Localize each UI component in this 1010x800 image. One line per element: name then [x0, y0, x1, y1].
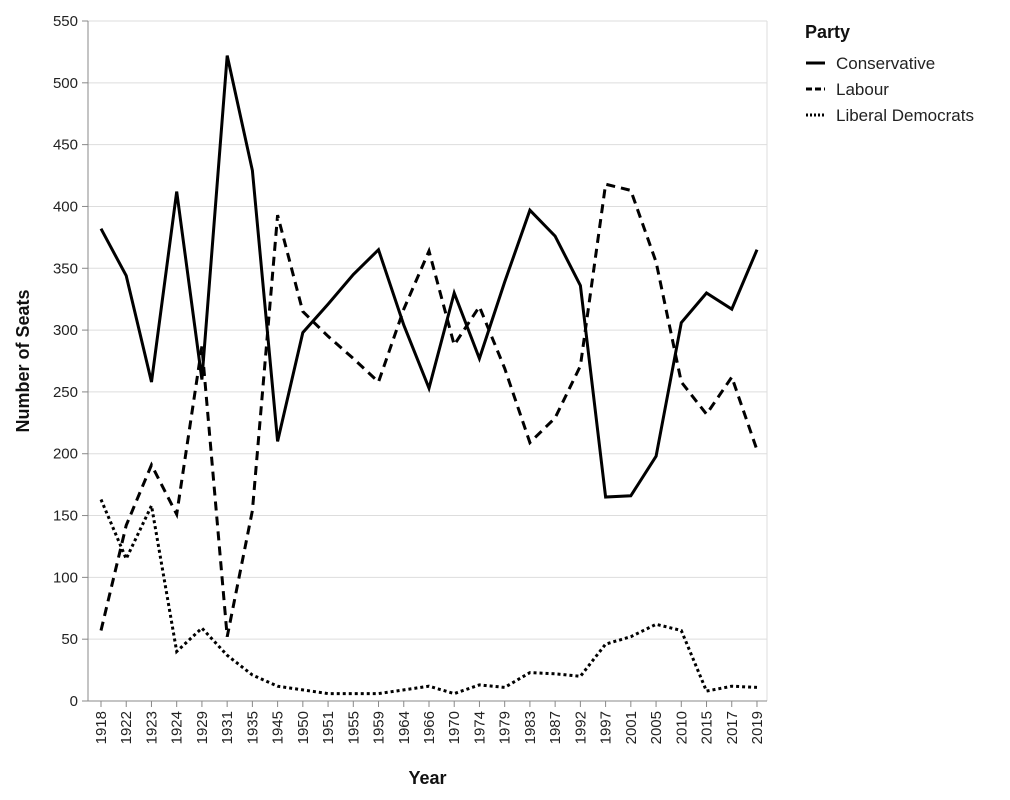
y-axis-ticks: 0 50 100 150 200 250 300 350 400 450 500 550: [53, 13, 88, 710]
x-tick-label: 2015: [699, 711, 716, 744]
y-tick-label: 100: [53, 569, 78, 586]
y-tick-label: 0: [70, 693, 78, 710]
axes: [87, 21, 767, 702]
x-tick-label: 1931: [219, 711, 236, 744]
legend: Party Conservative Labour Liberal Democrat…: [805, 22, 974, 125]
x-tick-label: 1997: [598, 711, 615, 744]
gridlines: [88, 20, 768, 702]
y-axis-title: Number of Seats: [13, 289, 33, 432]
x-tick-label: 1992: [572, 711, 589, 744]
y-tick-label: 50: [61, 631, 78, 648]
x-tick-label: 2005: [648, 711, 665, 744]
y-tick-label: 450: [53, 137, 78, 154]
x-tick-label: 1951: [320, 711, 337, 744]
y-tick-label: 150: [53, 508, 78, 525]
x-tick-label: 1987: [547, 711, 564, 744]
x-tick-label: 2010: [673, 711, 690, 744]
y-tick-label: 350: [53, 260, 78, 277]
y-tick-label: 500: [53, 75, 78, 92]
y-tick-label: 300: [53, 322, 78, 339]
y-tick-label: 250: [53, 384, 78, 401]
series-line-liberal-democrats: [99, 498, 758, 696]
x-tick-label: 1979: [497, 711, 514, 744]
x-tick-label: 1924: [169, 711, 186, 744]
x-tick-label: 1950: [295, 711, 312, 744]
y-tick-label: 550: [53, 13, 78, 30]
x-tick-label: 2019: [749, 711, 766, 744]
y-tick-label: 400: [53, 198, 78, 215]
x-tick-label: 1983: [522, 711, 539, 744]
x-tick-label: 1974: [471, 711, 488, 744]
x-axis-title: Year: [408, 768, 446, 788]
series-line-conservative: [99, 55, 759, 499]
y-tick-label: 200: [53, 446, 78, 463]
series-line-labour: [99, 182, 759, 637]
x-tick-label: 1955: [345, 711, 362, 744]
x-tick-label: 1922: [118, 711, 135, 744]
x-axis-ticks: 1918 1922 1923 1924 1929 1931 1935 1945 1950 1951…: [93, 701, 766, 744]
series-lines: [99, 55, 759, 696]
legend-label: Conservative: [836, 54, 935, 73]
x-tick-label: 2017: [724, 711, 741, 744]
x-tick-label: 1970: [446, 711, 463, 744]
legend-label: Labour: [836, 80, 889, 99]
x-tick-label: 1959: [371, 711, 388, 744]
legend-title: Party: [805, 22, 850, 42]
x-tick-label: 1966: [421, 711, 438, 744]
x-tick-label: 1918: [93, 711, 110, 744]
x-tick-label: 1923: [143, 711, 160, 744]
x-tick-label: 1929: [194, 711, 211, 744]
x-tick-label: 1935: [244, 711, 261, 744]
x-tick-label: 1945: [270, 711, 287, 744]
x-tick-label: 1964: [396, 711, 413, 744]
x-tick-label: 2001: [623, 711, 640, 744]
legend-label: Liberal Democrats: [836, 106, 974, 125]
